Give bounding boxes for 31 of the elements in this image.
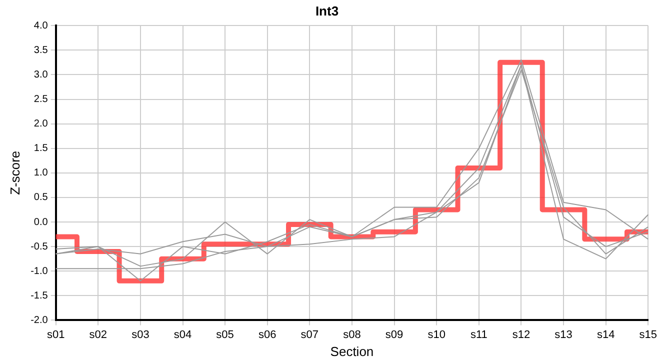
chart-title: Int3: [315, 3, 339, 18]
x-tick-label: s07: [300, 328, 319, 341]
x-tick-label: s15: [639, 328, 658, 341]
x-tick-label: s02: [89, 328, 108, 341]
x-tick-label: s06: [258, 328, 276, 341]
x-tick-label: s11: [470, 328, 488, 341]
x-tick-label: s01: [46, 328, 65, 341]
y-tick-label: 2.0: [34, 118, 48, 130]
x-tick-label: s09: [385, 328, 404, 341]
y-tick-label: 2.5: [34, 94, 48, 105]
y-tick-label: 0.0: [34, 216, 48, 228]
x-tick-label: s08: [343, 328, 361, 341]
y-tick-label: 1.0: [34, 168, 48, 179]
x-tick-label: s14: [596, 328, 615, 341]
x-tick-label: s13: [554, 328, 572, 341]
y-tick-label: -1.5: [30, 290, 48, 302]
y-tick-label: 4.0: [34, 20, 48, 32]
y-axis-title: Z-score: [7, 150, 22, 195]
x-tick-label: s10: [428, 328, 446, 341]
y-tick-label: 1.5: [34, 143, 48, 154]
x-tick-label: s05: [216, 328, 234, 341]
y-tick-label: 3.5: [34, 44, 48, 56]
y-tick-label: -0.5: [30, 241, 48, 252]
x-axis-title: Section: [330, 344, 374, 359]
y-tick-label: -1.0: [30, 266, 48, 277]
x-tick-label: s03: [132, 328, 150, 341]
x-tick-label: s04: [174, 328, 192, 341]
y-tick-label: -2.0: [30, 314, 48, 326]
y-tick-label: 0.5: [34, 192, 48, 204]
y-tick-label: 3.0: [34, 69, 48, 80]
x-tick-label: s12: [512, 328, 530, 341]
